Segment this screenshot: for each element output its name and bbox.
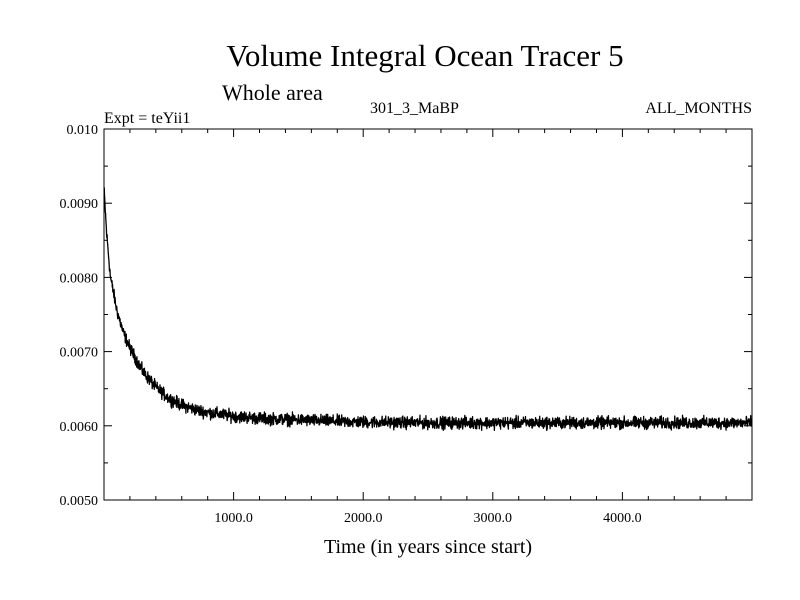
x-tick-label: 2000.0 xyxy=(344,511,383,526)
x-tick-label: 3000.0 xyxy=(474,511,513,526)
x-axis-label: Time (in years since start) xyxy=(324,536,532,558)
y-tick-label: 0.0070 xyxy=(60,346,99,361)
y-tick-label: 0.0080 xyxy=(60,271,99,286)
header-right: ALL_MONTHS xyxy=(645,100,752,117)
header-mid: 301_3_MaBP xyxy=(370,100,459,117)
chart-subtitle: Whole area xyxy=(222,80,323,105)
y-tick-labels: 0.0050 0.0060 0.0070 0.0080 0.0090 0.010 xyxy=(60,123,99,509)
plot-frame xyxy=(103,128,753,501)
x-tick-label: 1000.0 xyxy=(214,511,253,526)
series-layer xyxy=(103,187,753,432)
y-tick-label: 0.0060 xyxy=(60,420,99,435)
y-tick-label: 0.010 xyxy=(67,123,99,138)
y-tick-label: 0.0090 xyxy=(60,197,99,212)
chart-title: Volume Integral Ocean Tracer 5 xyxy=(226,38,623,73)
series-line xyxy=(103,187,753,432)
y-tick-label: 0.0050 xyxy=(60,494,99,509)
x-tick-labels: 1000.0 2000.0 3000.0 4000.0 xyxy=(214,511,641,526)
header-left: Expt = teYii1 xyxy=(104,110,190,127)
axis-ticks xyxy=(104,129,752,500)
x-tick-label: 4000.0 xyxy=(603,511,642,526)
